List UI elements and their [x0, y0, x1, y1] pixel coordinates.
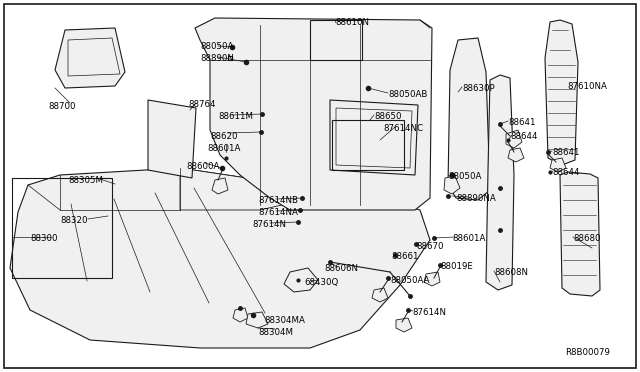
Polygon shape: [486, 75, 514, 290]
Text: 88644: 88644: [510, 132, 538, 141]
Text: 88600A: 88600A: [186, 162, 220, 171]
Text: 88661: 88661: [391, 252, 419, 261]
Text: 88630P: 88630P: [462, 84, 495, 93]
Text: 88050AB: 88050AB: [388, 90, 428, 99]
Polygon shape: [10, 168, 430, 348]
Text: 87614NC: 87614NC: [383, 124, 423, 133]
Polygon shape: [336, 108, 412, 168]
Text: 88764: 88764: [188, 100, 216, 109]
Polygon shape: [545, 20, 578, 165]
Text: 88610N: 88610N: [335, 18, 369, 27]
Text: 88644: 88644: [552, 168, 579, 177]
Text: 88890NA: 88890NA: [456, 194, 496, 203]
Text: 88620: 88620: [210, 132, 237, 141]
Polygon shape: [148, 100, 196, 178]
Polygon shape: [396, 318, 412, 332]
Bar: [310, 20, 362, 60]
Text: 87614NA: 87614NA: [258, 208, 298, 217]
Polygon shape: [424, 272, 440, 286]
Text: 88611M: 88611M: [218, 112, 253, 121]
Text: 88606N: 88606N: [324, 264, 358, 273]
Text: 88304M: 88304M: [258, 328, 293, 337]
Text: 88019E: 88019E: [440, 262, 473, 271]
Text: 88050A: 88050A: [200, 42, 234, 51]
Polygon shape: [233, 308, 248, 322]
Polygon shape: [550, 158, 566, 172]
Text: 87610NA: 87610NA: [567, 82, 607, 91]
Text: 87614N: 87614N: [252, 220, 286, 229]
Text: 88890N: 88890N: [200, 54, 234, 63]
Text: 88601A: 88601A: [452, 234, 485, 243]
Text: 88304MA: 88304MA: [264, 316, 305, 325]
Text: 88641: 88641: [552, 148, 579, 157]
Polygon shape: [508, 148, 524, 162]
Polygon shape: [448, 38, 490, 200]
Text: 88050A: 88050A: [448, 172, 481, 181]
Text: 88670: 88670: [416, 242, 444, 251]
Polygon shape: [55, 28, 125, 88]
Polygon shape: [372, 288, 388, 302]
Polygon shape: [506, 130, 522, 148]
Text: 88050AA: 88050AA: [390, 276, 429, 285]
Polygon shape: [246, 312, 268, 328]
Polygon shape: [195, 18, 432, 210]
Polygon shape: [284, 268, 318, 292]
Text: 88650: 88650: [374, 112, 401, 121]
Polygon shape: [560, 172, 600, 296]
Text: 68430Q: 68430Q: [304, 278, 339, 287]
Text: 88305M: 88305M: [68, 176, 103, 185]
Text: 87614N: 87614N: [412, 308, 446, 317]
Text: 87614NB: 87614NB: [258, 196, 298, 205]
Polygon shape: [330, 100, 418, 175]
Text: 88320: 88320: [60, 216, 88, 225]
Polygon shape: [68, 38, 120, 76]
Polygon shape: [444, 176, 460, 194]
Text: 88641: 88641: [508, 118, 536, 127]
Text: 88700: 88700: [48, 102, 76, 111]
Text: 88300: 88300: [30, 234, 58, 243]
Text: R8B00079: R8B00079: [565, 348, 610, 357]
Text: 88608N: 88608N: [494, 268, 528, 277]
Text: 88601A: 88601A: [207, 144, 241, 153]
Bar: [12, 178, 112, 278]
Text: 88680: 88680: [573, 234, 600, 243]
Polygon shape: [212, 178, 228, 194]
Polygon shape: [180, 168, 295, 210]
Bar: [332, 120, 404, 170]
